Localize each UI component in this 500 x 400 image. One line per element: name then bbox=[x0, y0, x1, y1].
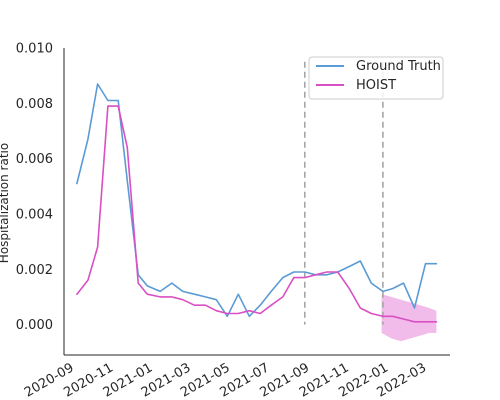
y-tick-labels: 0.000 0.002 0.004 0.006 0.008 0.010 bbox=[16, 42, 53, 334]
x-tick-labels: 2020-092020-112021-012021-032021-052021-… bbox=[22, 360, 429, 400]
legend: Ground Truth HOIST bbox=[308, 56, 444, 100]
y-tick-label: 0.008 bbox=[16, 97, 53, 112]
y-tick-label: 0.002 bbox=[16, 263, 53, 278]
series-layer bbox=[76, 83, 438, 323]
y-tick-label: 0.006 bbox=[16, 152, 53, 167]
uncertainty-band-1 bbox=[381, 294, 437, 342]
vertical-marker-layer bbox=[303, 61, 384, 325]
series-line-1 bbox=[76, 105, 438, 323]
legend-box bbox=[308, 56, 444, 100]
legend-label-ground-truth: Ground Truth bbox=[356, 59, 441, 74]
legend-label-hoist: HOIST bbox=[356, 78, 396, 93]
axes-layer bbox=[63, 48, 450, 356]
y-axis-label: Hospitalization ratio bbox=[0, 143, 11, 263]
y-tick-label: 0.000 bbox=[16, 318, 53, 333]
y-tick-label: 0.010 bbox=[16, 42, 53, 57]
y-tick-label: 0.004 bbox=[16, 207, 53, 222]
series-line-0 bbox=[76, 83, 438, 318]
hoist-uncertainty-band-layer bbox=[381, 294, 437, 342]
